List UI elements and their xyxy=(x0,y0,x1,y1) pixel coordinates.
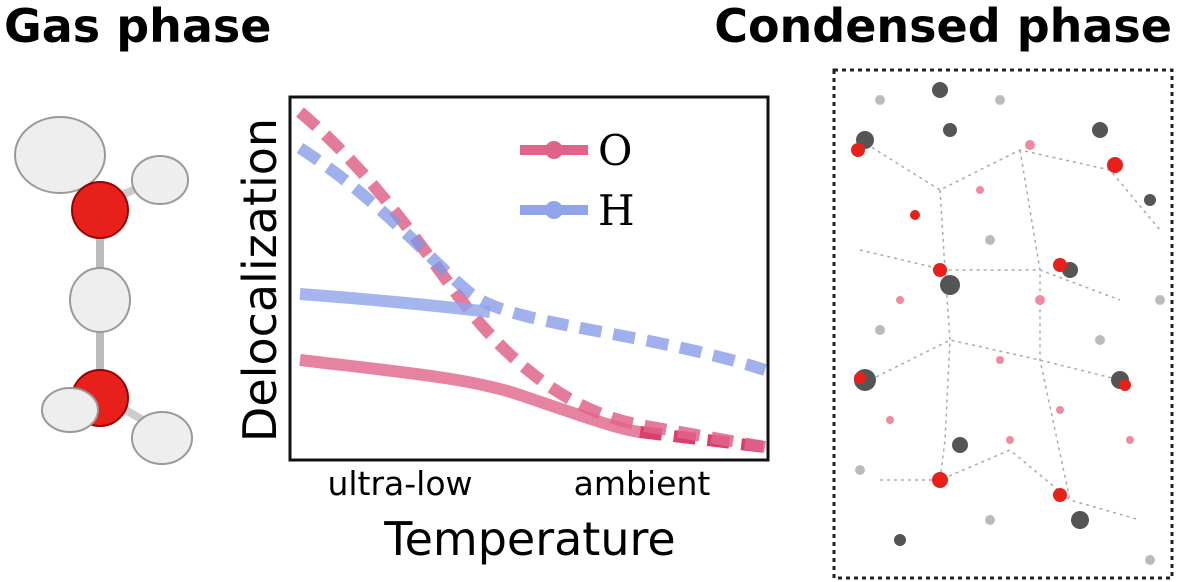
legend-label: H xyxy=(598,186,635,235)
y-axis-label: Delocalization xyxy=(233,118,287,442)
legend-marker xyxy=(545,141,563,159)
h-solid-curve xyxy=(299,288,491,318)
h-dashed-curve xyxy=(296,142,767,376)
x-tick-label: ambient xyxy=(574,464,711,503)
legend-label: O xyxy=(598,126,632,175)
right-title: Condensed phase xyxy=(714,0,1172,53)
x-tick-label: ultra-low xyxy=(327,464,472,503)
o-solid-curve xyxy=(299,354,641,438)
plot: O H Delocalization ultra-low ambient Tem… xyxy=(233,95,770,566)
condensed-snapshot xyxy=(832,68,1174,580)
molecule xyxy=(14,116,193,465)
left-title: Gas phase xyxy=(4,0,272,53)
x-axis-label: Temperature xyxy=(383,512,675,566)
legend-marker xyxy=(545,201,563,219)
